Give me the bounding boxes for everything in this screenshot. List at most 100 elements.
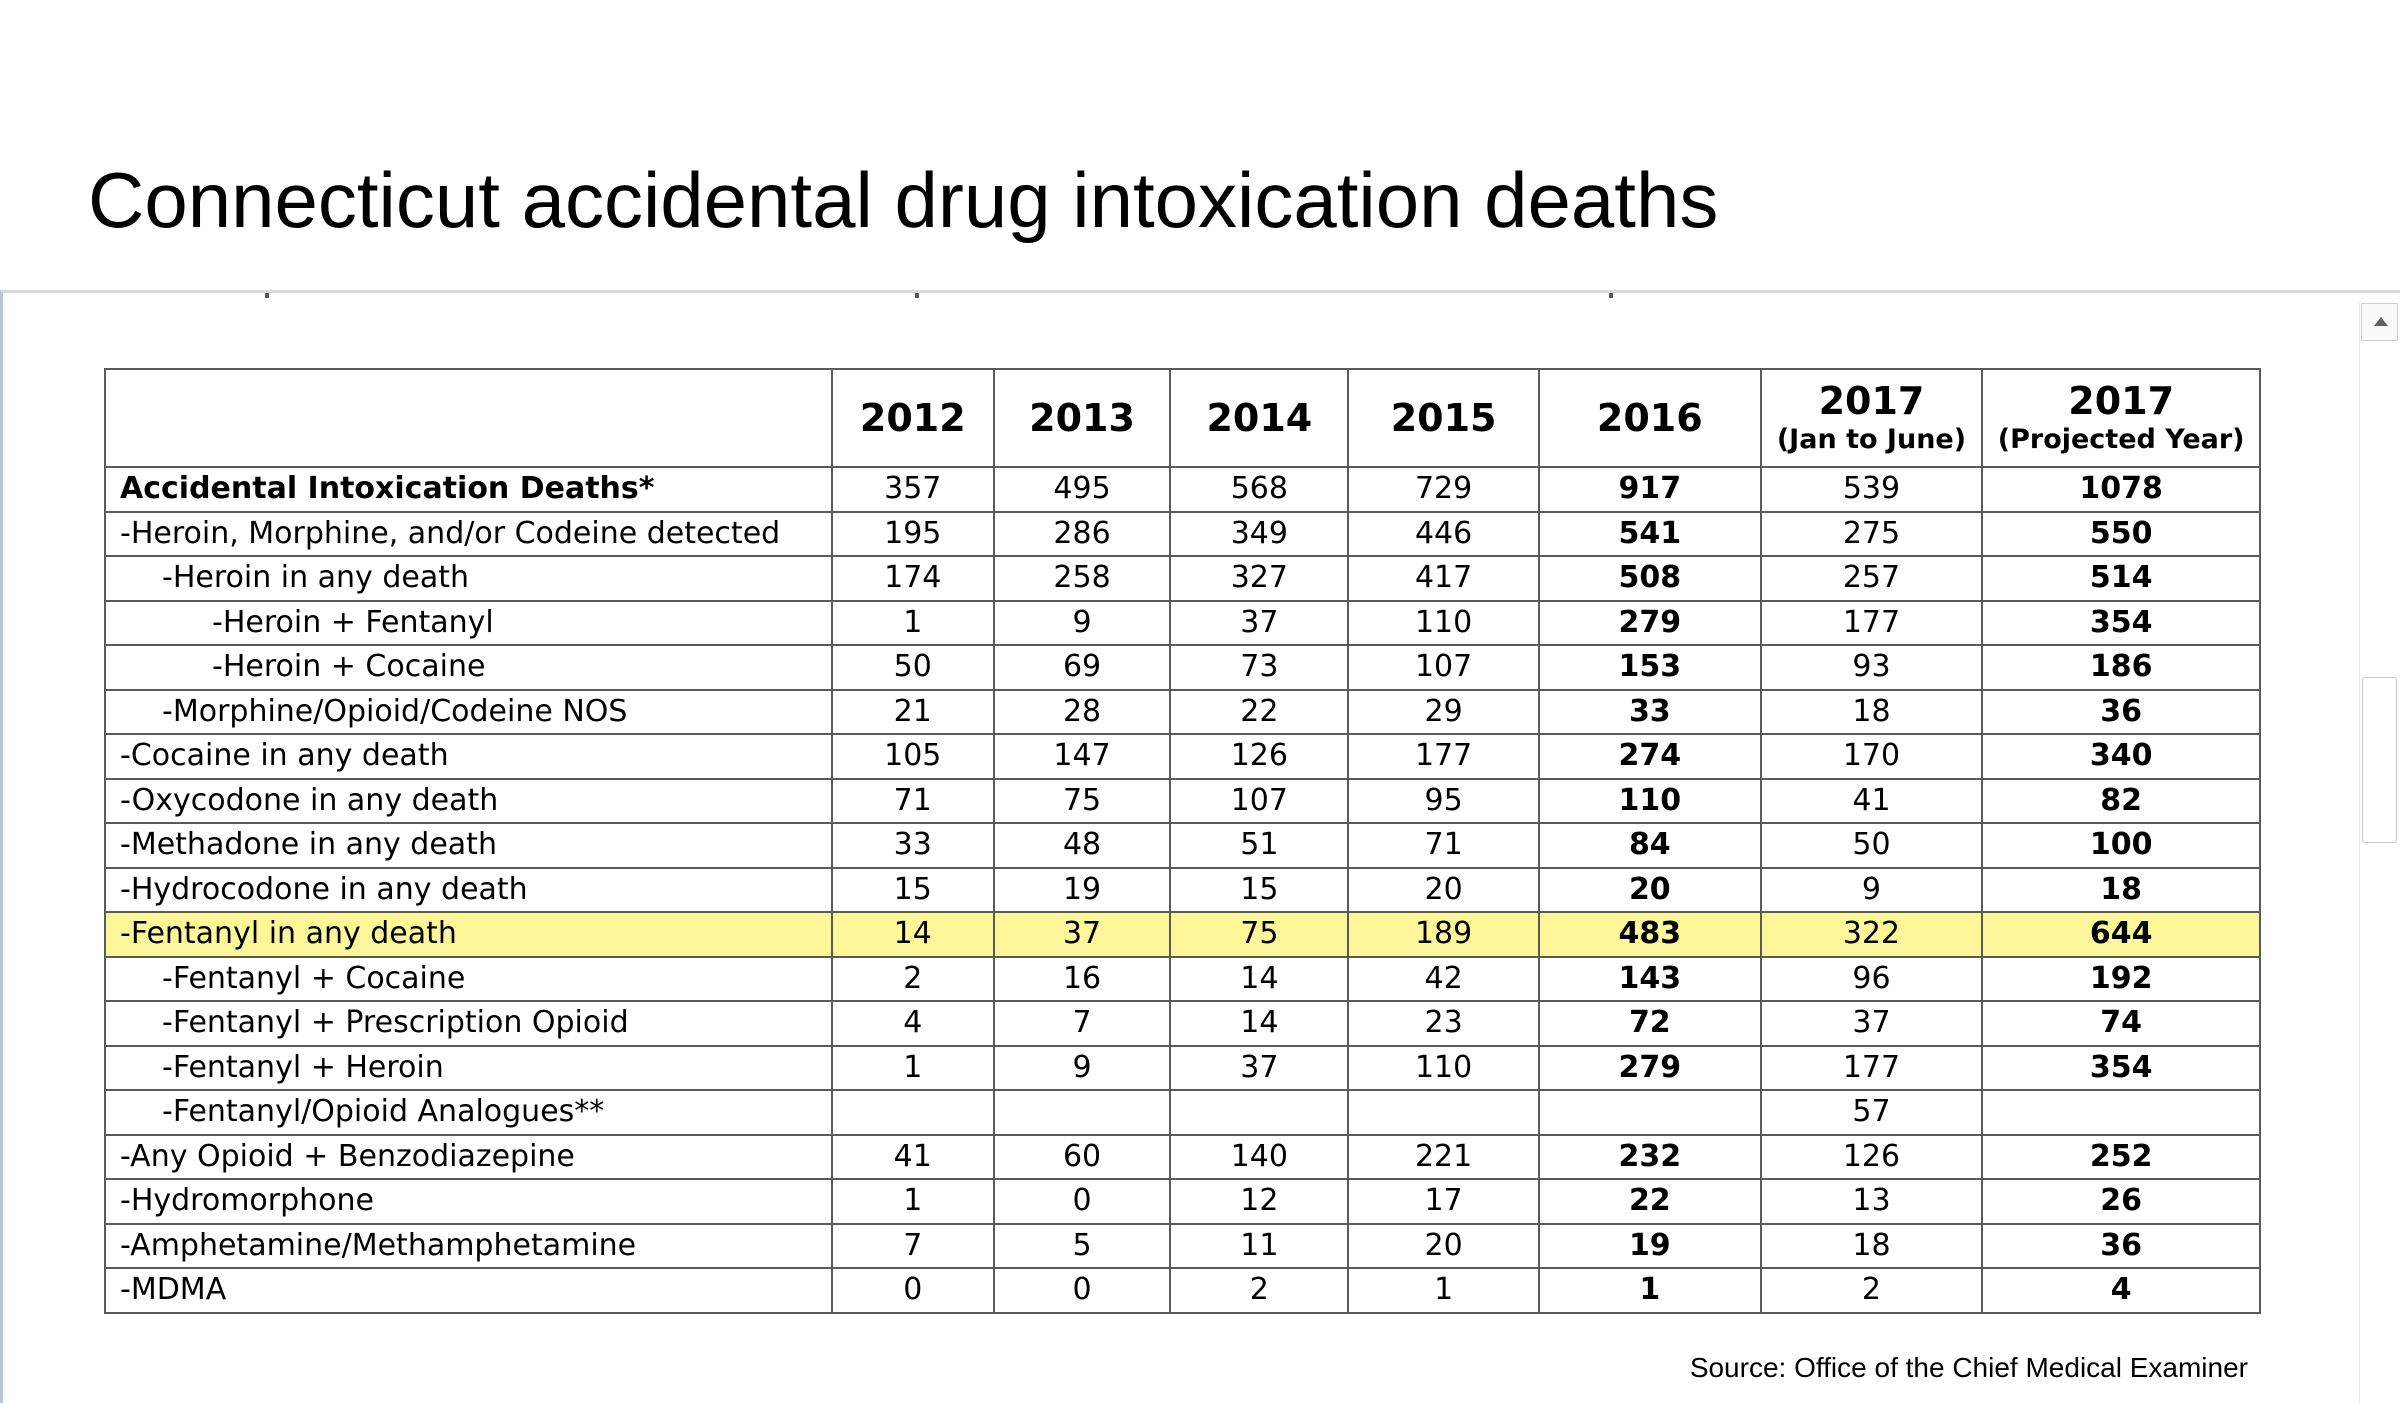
row-label: -Hydrocodone in any death [104,866,833,913]
value-cell [1537,1089,1762,1136]
value-cell: 17 [1347,1178,1540,1225]
value-cell: 541 [1537,510,1762,557]
row-label: Accidental Intoxication Deaths* [104,466,833,513]
value-cell: 357 [830,466,995,513]
value-cell: 22 [1537,1178,1762,1225]
value-cell: 60 [992,1133,1172,1180]
value-cell: 279 [1537,1044,1762,1091]
scroll-thumb[interactable] [2362,677,2397,843]
value-cell: 483 [1537,911,1762,958]
value-cell: 140 [1169,1133,1350,1180]
value-cell: 33 [830,822,995,869]
value-cell: 100 [1981,822,2261,869]
column-header: 2013 [992,368,1172,468]
value-cell: 1 [1537,1267,1762,1314]
value-cell: 221 [1347,1133,1540,1180]
value-cell: 69 [992,644,1172,691]
value-cell: 644 [1981,911,2261,958]
value-cell: 18 [1759,1222,1984,1269]
value-cell: 550 [1981,510,2261,557]
value-cell: 18 [1981,866,2261,913]
value-cell: 107 [1347,644,1540,691]
row-label: -Hydromorphone [104,1178,833,1225]
value-cell: 232 [1537,1133,1762,1180]
value-cell: 495 [992,466,1172,513]
value-cell: 37 [992,911,1172,958]
value-cell: 0 [992,1267,1172,1314]
row-label: -MDMA [104,1267,833,1314]
value-cell: 186 [1981,644,2261,691]
value-cell [830,1089,995,1136]
column-header: 2015 [1347,368,1540,468]
row-label: -Heroin in any death [104,555,833,602]
value-cell: 257 [1759,555,1984,602]
value-cell: 74 [1981,1000,2261,1047]
value-cell: 14 [1169,955,1350,1002]
value-cell: 9 [992,1044,1172,1091]
value-cell: 1 [830,1044,995,1091]
value-cell: 57 [1759,1089,1984,1136]
row-label: -Any Opioid + Benzodiazepine [104,1133,833,1180]
value-cell: 18 [1759,688,1984,735]
value-cell [1981,1089,2261,1136]
row-label: -Amphetamine/Methamphetamine [104,1222,833,1269]
value-cell: 50 [1759,822,1984,869]
column-year: 2017 [1818,379,1925,423]
value-cell: 917 [1537,466,1762,513]
value-cell: 322 [1759,911,1984,958]
column-subtitle: (Projected Year) [1997,424,2245,455]
value-cell: 126 [1759,1133,1984,1180]
value-cell: 50 [830,644,995,691]
value-cell: 275 [1759,510,1984,557]
value-cell: 19 [1537,1222,1762,1269]
overdose-deaths-table: 2012 2013 2014 2015 2016 2017 (Jan to June) 201… [104,368,2261,1314]
value-cell: 107 [1169,777,1350,824]
table-row: -Hydrocodone in any death 15 19 15 20 20 9 18 [104,866,2261,913]
column-year: 2016 [1596,396,1703,440]
value-cell: 26 [1981,1178,2261,1225]
value-cell: 5 [992,1222,1172,1269]
value-cell: 37 [1169,599,1350,646]
value-cell: 15 [1169,866,1350,913]
value-cell: 41 [830,1133,995,1180]
row-label: -Morphine/Opioid/Codeine NOS [104,688,833,735]
clipped-text-remnants [3,293,2353,298]
value-cell: 177 [1759,1044,1984,1091]
column-header: 2016 [1537,368,1762,468]
table-row: -Fentanyl + Prescription Opioid 4 7 14 23 72 3… [104,1000,2261,1047]
value-cell: 12 [1169,1178,1350,1225]
value-cell: 189 [1347,911,1540,958]
value-cell [1347,1089,1540,1136]
value-cell: 1 [830,599,995,646]
value-cell: 75 [1169,911,1350,958]
value-cell: 14 [1169,1000,1350,1047]
table-row: -Any Opioid + Benzodiazepine 41 60 140 221 23… [104,1133,2261,1180]
value-cell: 20 [1347,866,1540,913]
value-cell: 20 [1347,1222,1540,1269]
value-cell: 349 [1169,510,1350,557]
value-cell: 177 [1347,733,1540,780]
value-cell: 143 [1537,955,1762,1002]
scroll-up-arrow-icon[interactable] [2361,303,2398,341]
slide-title: Connecticut accidental drug intoxication… [88,156,1719,244]
vertical-scrollbar[interactable] [2359,303,2400,1403]
row-label: -Heroin + Cocaine [104,644,833,691]
value-cell: 126 [1169,733,1350,780]
value-cell: 354 [1981,599,2261,646]
value-cell: 105 [830,733,995,780]
row-label: -Fentanyl in any death [104,911,833,958]
value-cell: 71 [1347,822,1540,869]
value-cell: 174 [830,555,995,602]
table-row: -Heroin + Cocaine 50 69 73 107 153 93 186 [104,644,2261,691]
value-cell: 84 [1537,822,1762,869]
value-cell: 1 [830,1178,995,1225]
value-cell: 252 [1981,1133,2261,1180]
value-cell: 279 [1537,599,1762,646]
column-subtitle: (Jan to June) [1776,424,1967,455]
value-cell: 170 [1759,733,1984,780]
row-label: -Fentanyl + Heroin [104,1044,833,1091]
value-cell: 110 [1347,1044,1540,1091]
value-cell: 177 [1759,599,1984,646]
value-cell: 340 [1981,733,2261,780]
